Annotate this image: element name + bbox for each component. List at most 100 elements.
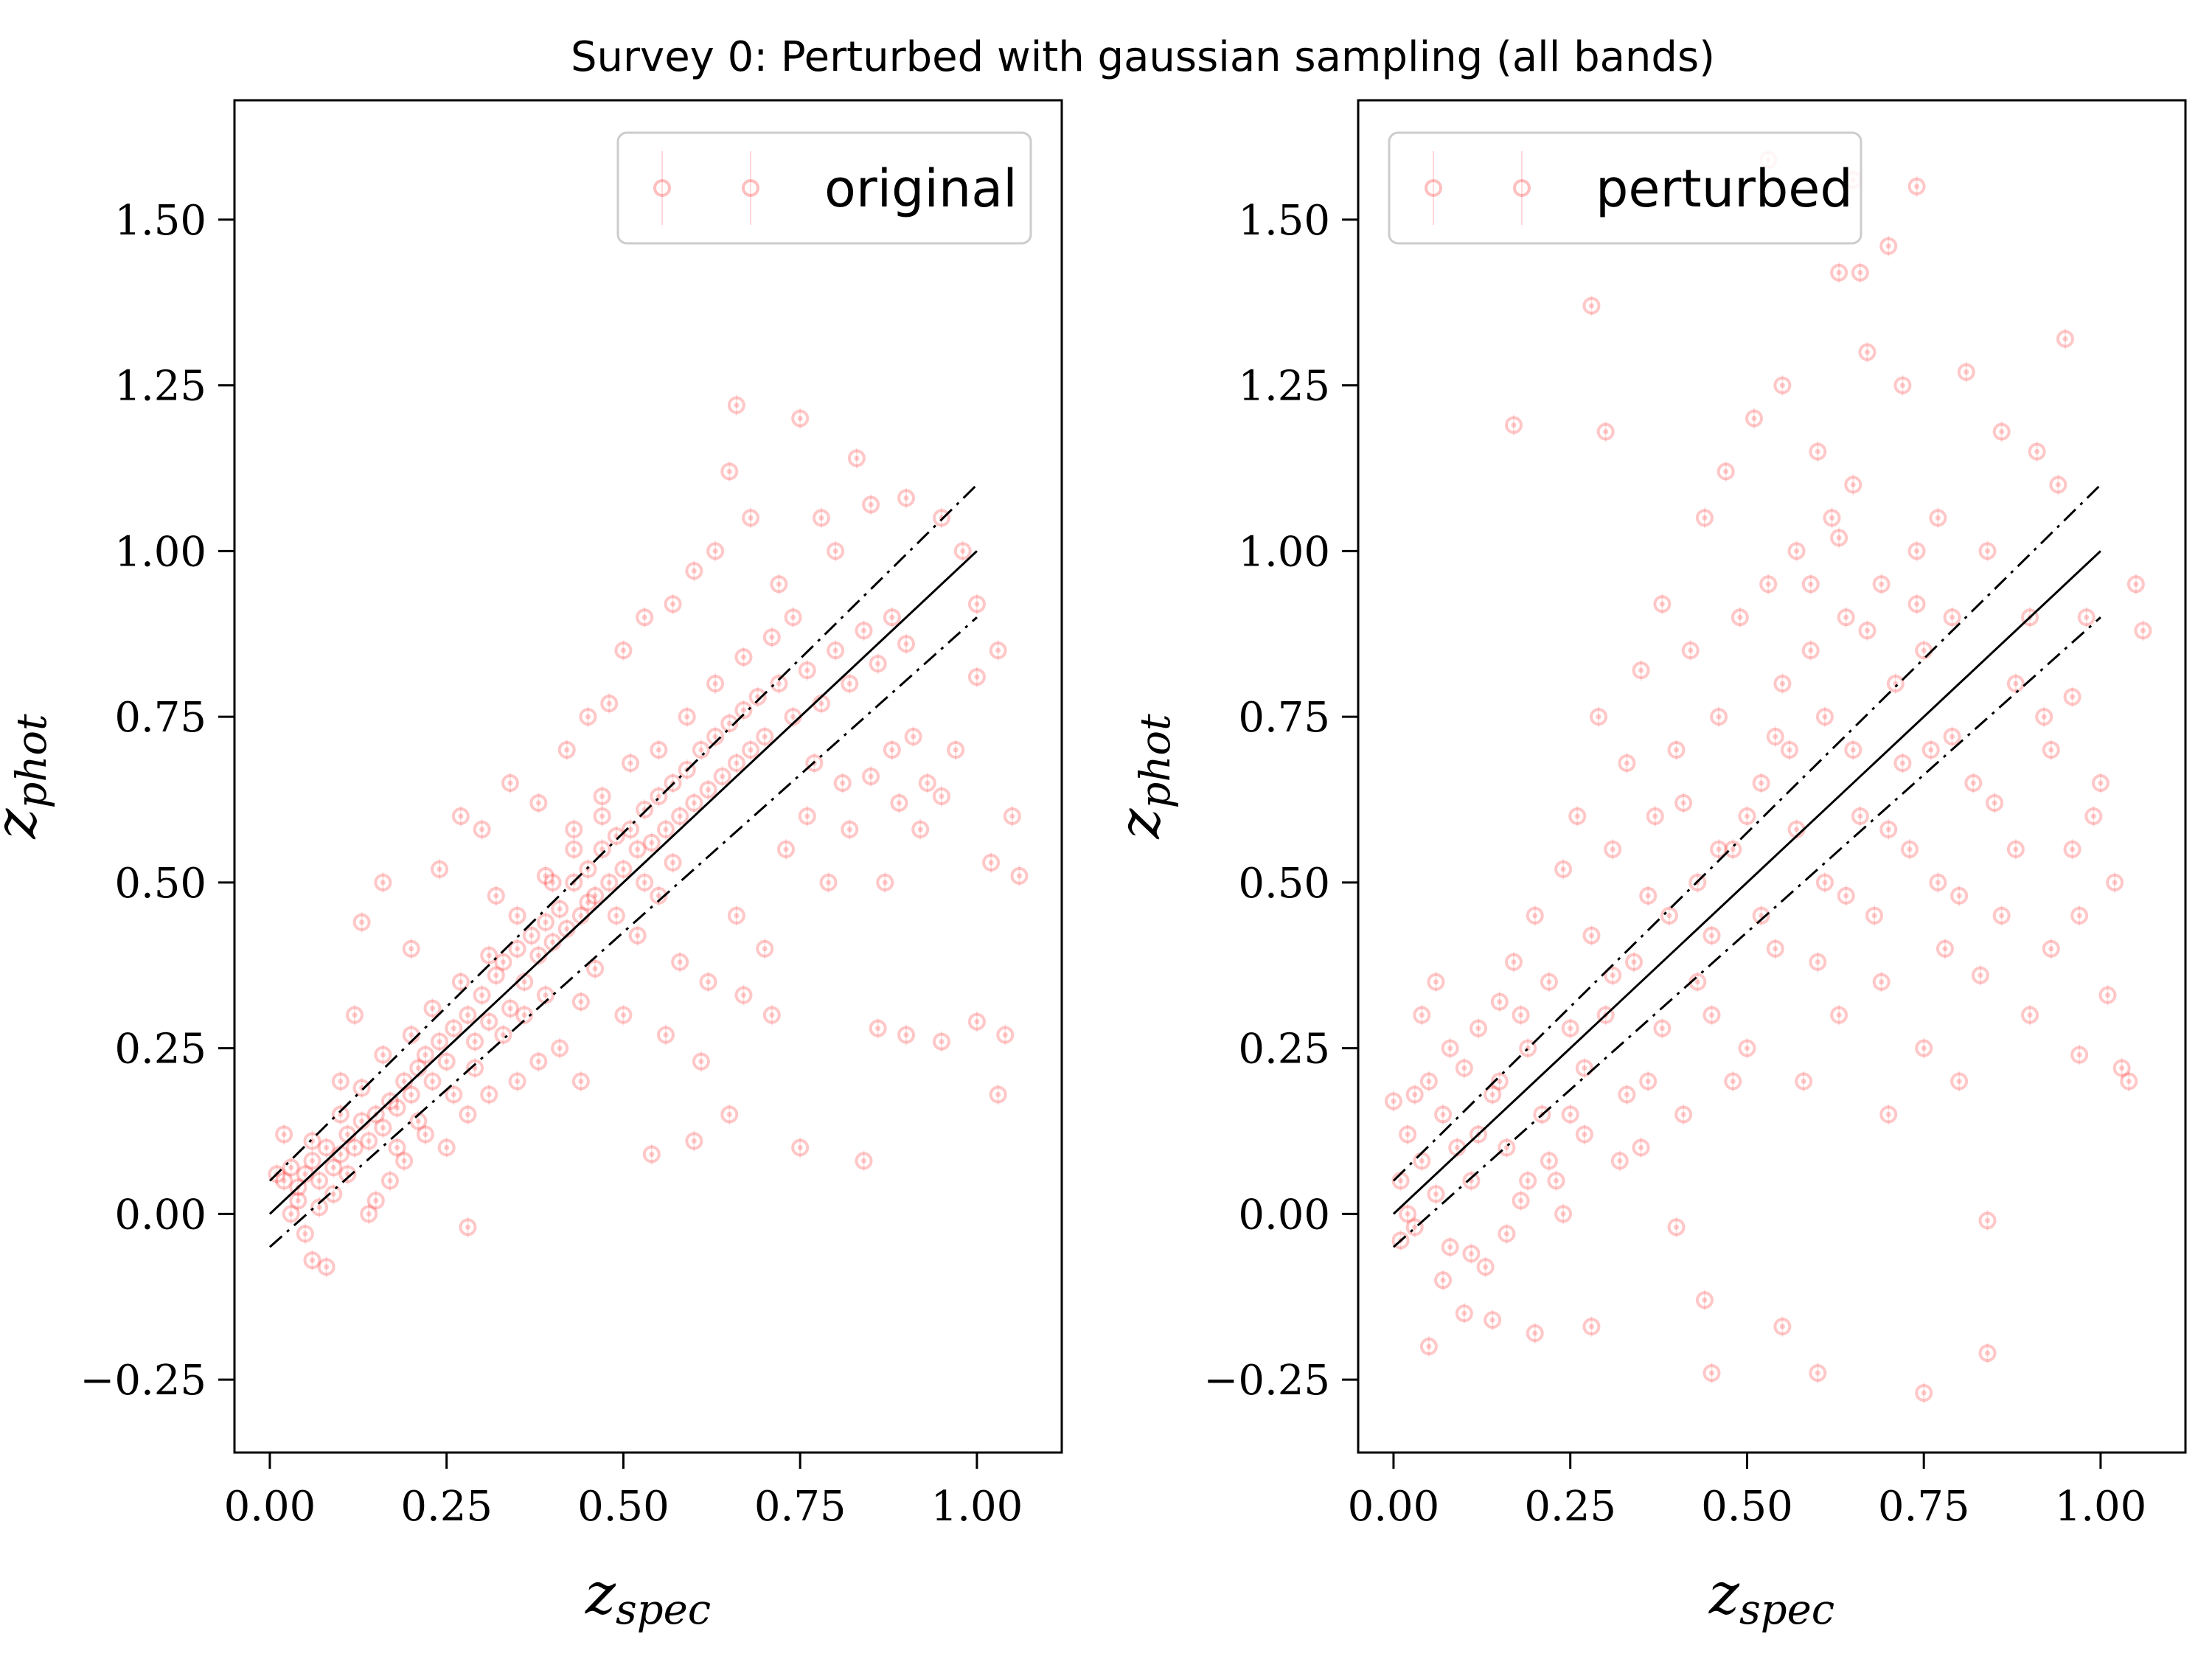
data-point bbox=[1830, 1004, 1848, 1026]
x-tick-label: 0.50 bbox=[577, 1483, 669, 1531]
data-point-center bbox=[2105, 992, 2111, 998]
data-point-center bbox=[706, 787, 712, 793]
data-point-center bbox=[401, 1079, 407, 1085]
data-point bbox=[423, 1071, 442, 1092]
data-point-marker bbox=[1710, 708, 1728, 726]
data-point-marker bbox=[1935, 939, 1954, 958]
data-point-marker bbox=[1879, 1105, 1898, 1124]
data-point bbox=[1844, 740, 1863, 761]
data-point bbox=[1010, 865, 1029, 886]
data-point-marker bbox=[1547, 1172, 1565, 1190]
data-point-center bbox=[903, 1032, 909, 1038]
data-point bbox=[869, 1018, 887, 1039]
data-point-center bbox=[1935, 515, 1941, 521]
data-point bbox=[1837, 885, 1855, 906]
y-tick-label: 1.00 bbox=[1238, 528, 1330, 576]
x-axis-label: zspec bbox=[1708, 1561, 1834, 1634]
data-point-center bbox=[1525, 1178, 1531, 1183]
data-point bbox=[883, 607, 901, 628]
data-point-center bbox=[324, 1264, 330, 1270]
data-point-center bbox=[401, 1158, 407, 1164]
data-point-marker bbox=[1526, 906, 1544, 925]
data-point-marker bbox=[734, 701, 753, 720]
data-point-marker bbox=[431, 860, 449, 878]
data-point-center bbox=[486, 1092, 492, 1098]
data-point bbox=[989, 640, 1007, 661]
data-point-center bbox=[535, 1059, 541, 1065]
data-point-center bbox=[2070, 694, 2076, 700]
data-point-marker bbox=[600, 873, 619, 891]
data-point-marker bbox=[1752, 773, 1770, 792]
y-tick-label: 0.00 bbox=[1238, 1191, 1330, 1239]
y-tick-label: 0.50 bbox=[114, 860, 206, 908]
data-point-marker bbox=[748, 688, 767, 706]
identity-line bbox=[268, 550, 978, 1215]
data-point-marker bbox=[706, 542, 725, 560]
data-point bbox=[1618, 753, 1636, 774]
data-point-center bbox=[1532, 1330, 1538, 1336]
data-point-marker bbox=[1724, 840, 1742, 858]
data-point-center bbox=[960, 548, 966, 554]
y-tick-label: 0.25 bbox=[114, 1026, 206, 1074]
data-point-marker bbox=[445, 1085, 463, 1104]
data-point-center bbox=[521, 1012, 527, 1018]
data-point-center bbox=[352, 1144, 358, 1150]
data-point bbox=[2035, 706, 2053, 728]
data-point-center bbox=[465, 1012, 470, 1018]
data-point-center bbox=[1773, 734, 1778, 740]
data-point-marker bbox=[1462, 1245, 1481, 1263]
data-point bbox=[1809, 1363, 1827, 1384]
data-point bbox=[1992, 905, 2011, 926]
data-point bbox=[798, 660, 816, 681]
data-point bbox=[897, 633, 916, 655]
data-point bbox=[1879, 235, 1898, 257]
data-point-center bbox=[1928, 747, 1934, 753]
data-point bbox=[2021, 1004, 2039, 1026]
data-point-marker bbox=[360, 1205, 378, 1223]
data-point-marker bbox=[451, 807, 470, 825]
data-point-marker bbox=[466, 1059, 484, 1077]
data-point-center bbox=[1885, 243, 1891, 249]
data-point bbox=[1724, 1071, 1742, 1092]
data-point bbox=[862, 766, 880, 787]
data-point-marker bbox=[1886, 675, 1905, 693]
data-point-marker bbox=[1823, 509, 1841, 527]
data-point-marker bbox=[1773, 376, 1792, 394]
data-point-marker bbox=[897, 635, 916, 653]
data-point-marker bbox=[1512, 1192, 1530, 1210]
data-point-center bbox=[974, 1019, 980, 1025]
x-axis-label-base: z bbox=[585, 1561, 616, 1627]
data-point-center bbox=[769, 1012, 775, 1018]
data-point-center bbox=[606, 880, 612, 886]
data-point bbox=[1526, 1323, 1544, 1344]
data-point-marker bbox=[1759, 575, 1778, 594]
data-point-center bbox=[1984, 548, 1990, 554]
data-point bbox=[1419, 1336, 1438, 1357]
data-point-marker bbox=[1801, 641, 1820, 660]
data-point-marker bbox=[360, 1132, 378, 1150]
data-point bbox=[628, 838, 647, 860]
x-tick-label: 0.00 bbox=[224, 1483, 316, 1531]
data-point bbox=[494, 951, 512, 973]
data-point-marker bbox=[777, 840, 795, 858]
data-point-marker bbox=[2042, 741, 2060, 759]
data-point bbox=[1547, 1170, 1565, 1192]
data-point-marker bbox=[897, 489, 916, 507]
data-point-marker bbox=[656, 820, 675, 838]
data-point-center bbox=[1405, 1211, 1411, 1217]
data-point bbox=[1773, 1316, 1792, 1338]
data-point bbox=[1851, 262, 1869, 283]
data-point bbox=[395, 1150, 414, 1172]
data-point-marker bbox=[571, 992, 590, 1011]
data-point-marker bbox=[819, 873, 838, 891]
data-point-center bbox=[698, 1059, 704, 1065]
data-point-marker bbox=[671, 807, 689, 825]
data-point bbox=[2070, 1044, 2089, 1065]
data-point-marker bbox=[536, 866, 554, 885]
data-point bbox=[543, 872, 562, 893]
data-point-marker bbox=[685, 1132, 703, 1150]
data-point bbox=[360, 1130, 378, 1152]
data-point bbox=[692, 740, 710, 761]
data-point-center bbox=[889, 747, 895, 753]
panel-right: 0.00 0.25 0.50 0.75 1.00 −0.25 0.00 0.25 0.50 0.7… bbox=[1107, 99, 2187, 1634]
